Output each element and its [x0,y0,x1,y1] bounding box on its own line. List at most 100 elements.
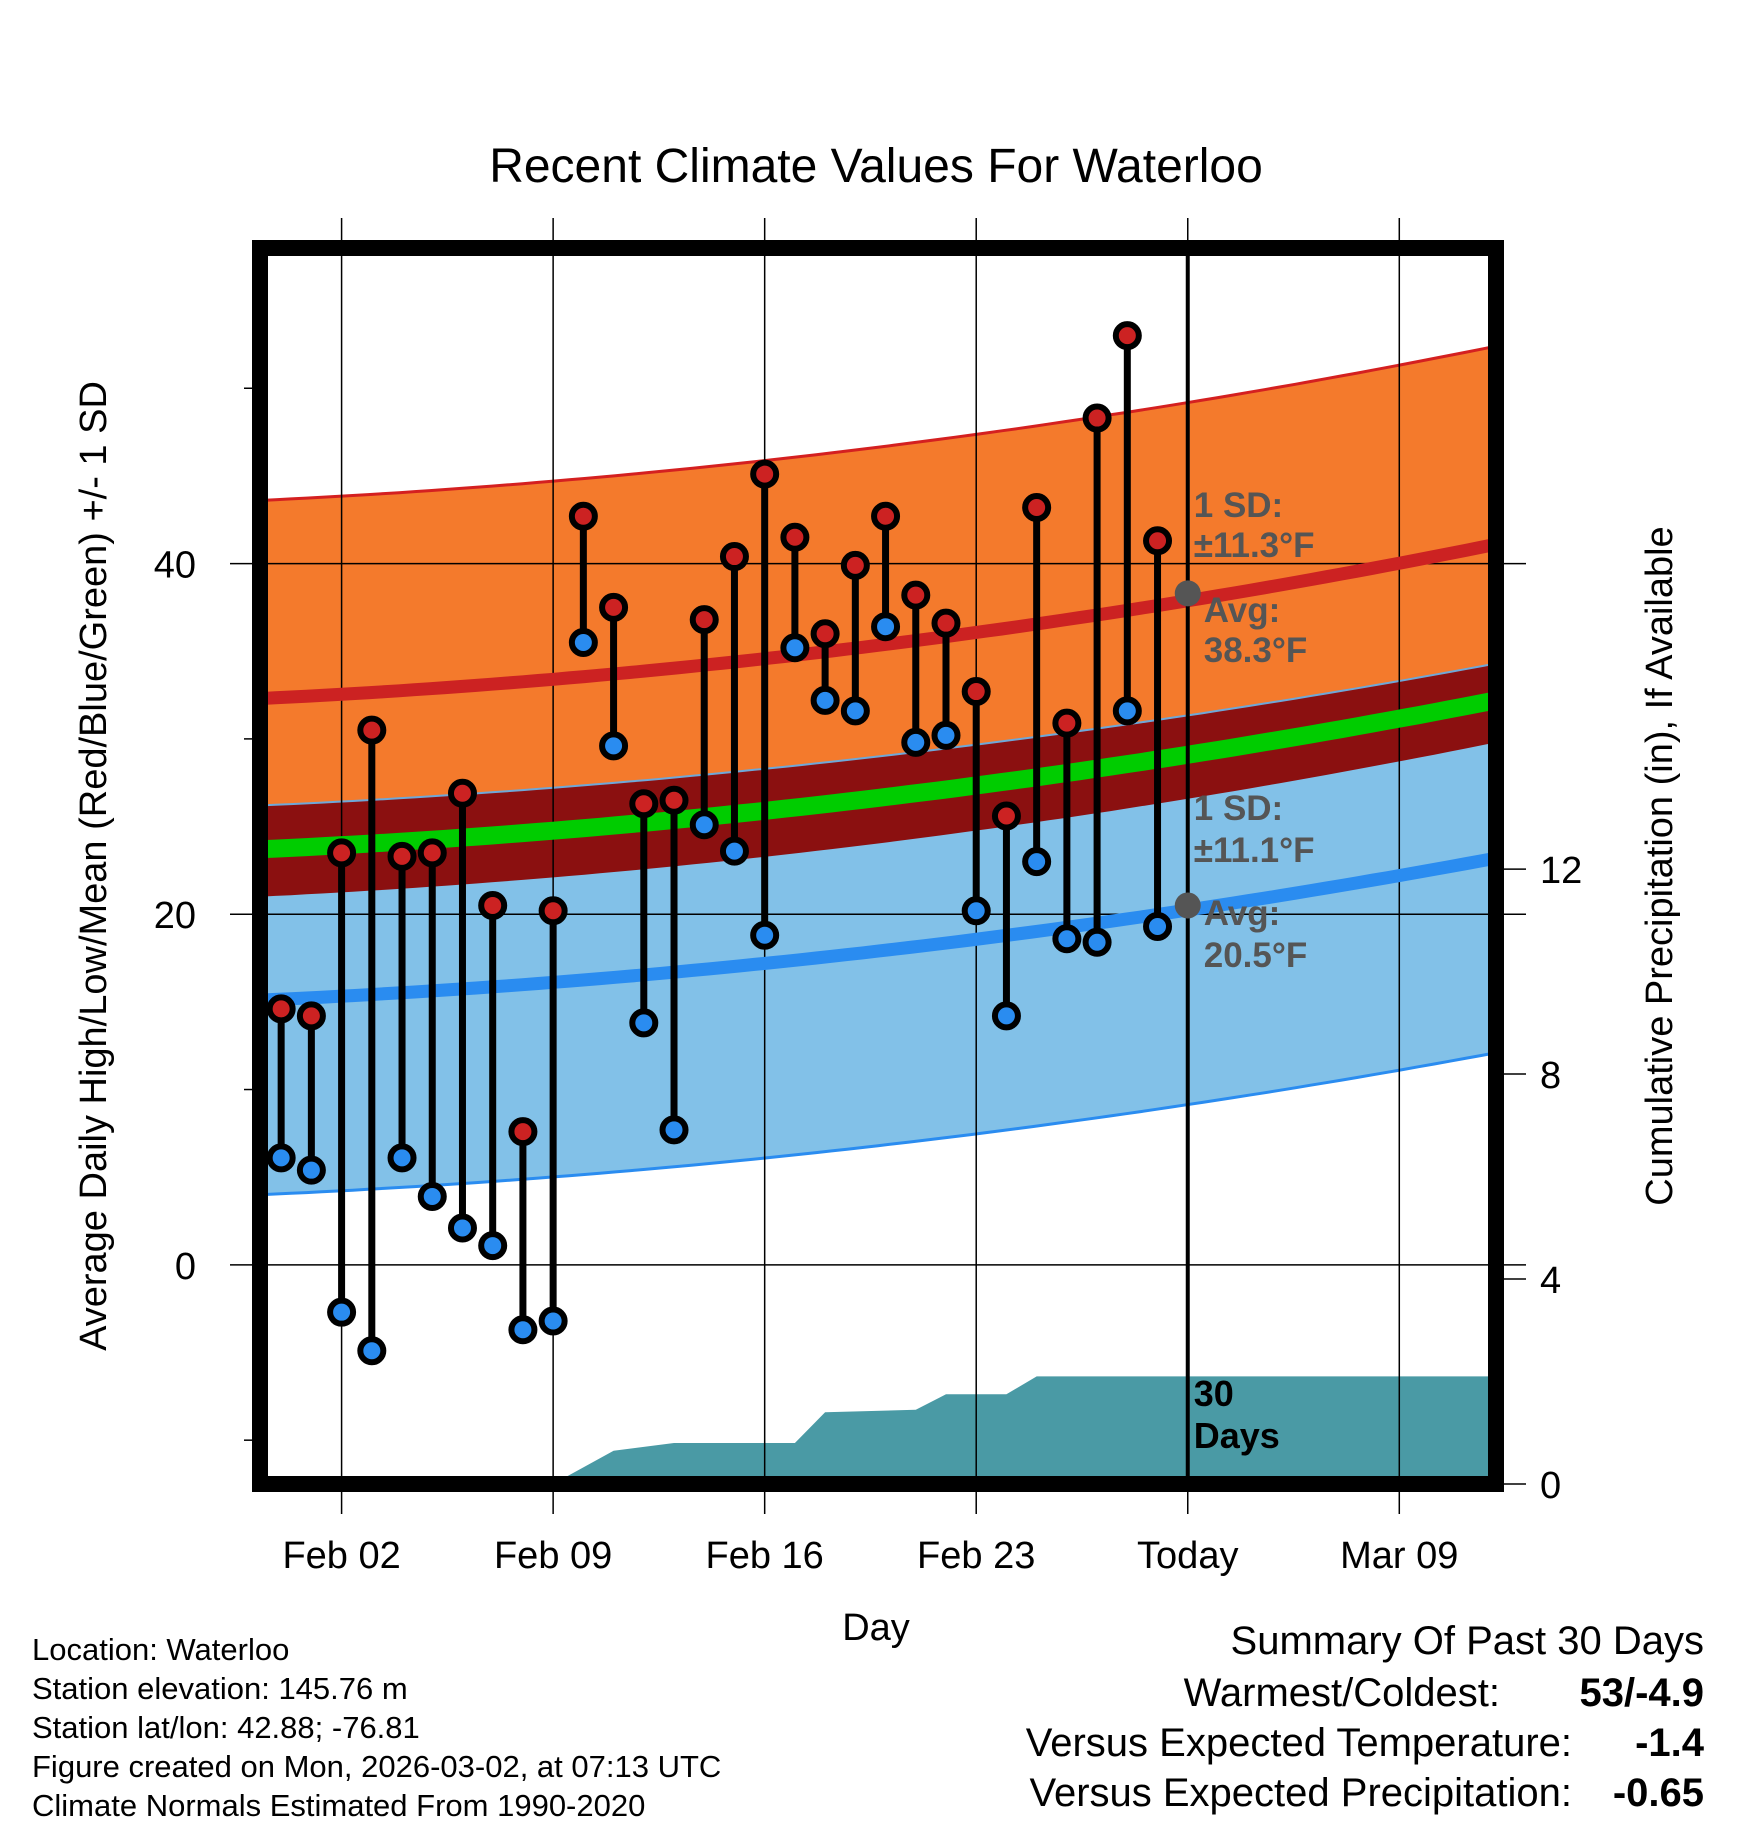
low-sd-value: ±11.1°F [1194,831,1315,870]
x-tick-label: Feb 09 [494,1535,612,1577]
high-point [991,801,1021,831]
high-point [931,608,961,638]
high-point [629,789,659,819]
x-tick-label: Feb 16 [706,1535,824,1577]
high-point [538,896,568,926]
high-point [417,838,447,868]
low-point [991,1001,1021,1031]
low-point [810,685,840,715]
low-avg-label: Avg: [1204,894,1280,933]
x-tick-label: Feb 23 [917,1535,1035,1577]
low-point [931,720,961,750]
high-point [568,501,598,531]
high-point [1022,492,1052,522]
low-point [1082,927,1112,957]
low-point [629,1008,659,1038]
axes: Feb 02 Feb 09 Feb 16 Feb 23 Today Mar 0902040… [154,387,1582,1577]
high-point [840,550,870,580]
today-layer [1174,248,1201,1484]
y-axis-label-left: Average Daily High/Low/Mean (Red/Blue/Gr… [73,381,115,1351]
info-created: Figure created on Mon, 2026-03-02, at 07… [32,1749,721,1784]
daily-observations [266,321,1173,1366]
high-point [780,522,810,552]
low-point [1112,696,1142,726]
plot-frame [252,240,1504,1492]
high-point [508,1117,538,1147]
y-tick-label-left: 0 [175,1246,196,1288]
precip-period-line2: Days [1194,1415,1280,1456]
high-point [1143,526,1173,556]
low-avg-value: 20.5°F [1204,936,1308,975]
normal-bands [260,344,1496,1197]
y-tick-label-left: 20 [154,895,196,937]
low-point [961,896,991,926]
low-point [538,1306,568,1336]
low-point [689,810,719,840]
summary-warmest-value: 53/-4.9 [1579,1671,1704,1715]
low-point [659,1115,689,1145]
high-point [357,715,387,745]
high-point [689,605,719,635]
station-info: Location: Waterloo Station elevation: 14… [32,1632,721,1823]
high-point [1082,403,1112,433]
low-point [750,920,780,950]
summary-title: Summary Of Past 30 Days [1231,1619,1704,1663]
info-elevation: Station elevation: 145.76 m [32,1671,408,1706]
low-point [1143,911,1173,941]
high-point [659,785,689,815]
precip-period-line1: 30 [1194,1373,1234,1414]
x-tick-label: Mar 09 [1340,1535,1458,1577]
info-normals: Climate Normals Estimated From 1990-2020 [32,1788,645,1823]
low-point [327,1297,357,1327]
x-tick-label: Feb 02 [282,1535,400,1577]
low-sd-label: 1 SD: [1194,789,1283,828]
summary-precip-value: -0.65 [1613,1771,1704,1815]
high-avg-value: 38.3°F [1204,631,1308,670]
summary-temp-label: Versus Expected Temperature: [1026,1721,1572,1765]
high-point [599,592,629,622]
low-point [568,627,598,657]
summary-warmest-label: Warmest/Coldest: [1184,1671,1500,1715]
info-latlon: Station lat/lon: 42.88; -76.81 [32,1710,420,1745]
low-point [780,633,810,663]
high-point [901,580,931,610]
today-low-avg-marker [1174,892,1201,919]
high-sd-upper-line [260,344,1496,502]
high-point [478,890,508,920]
low-point [357,1336,387,1366]
high-point [1112,321,1142,351]
chart-title: Recent Climate Values For Waterloo [489,140,1263,193]
high-point [447,778,477,808]
low-point [296,1155,326,1185]
normal-high-line [260,537,1496,706]
low-point [417,1181,447,1211]
y-axis-label-right: Cumulative Precipitation (in), If Availa… [1639,526,1681,1205]
high-point [1052,708,1082,738]
x-tick-label: Today [1137,1535,1238,1577]
high-point [810,619,840,649]
info-location: Location: Waterloo [32,1632,289,1667]
low-point [599,731,629,761]
low-point [1022,847,1052,877]
low-point [447,1213,477,1243]
summary-panel: Summary Of Past 30 Days Warmest/Coldest:… [1026,1619,1705,1815]
high-point [871,501,901,531]
today-high-avg-marker [1174,580,1201,607]
low-point [266,1143,296,1173]
summary-temp-value: -1.4 [1635,1721,1705,1765]
high-sd-value: ±11.3°F [1194,526,1315,565]
low-point [478,1231,508,1261]
low-point [508,1315,538,1345]
low-point [719,836,749,866]
y-tick-label-right: 8 [1540,1055,1561,1097]
low-point [387,1143,417,1173]
low-point [871,612,901,642]
low-point [1052,924,1082,954]
high-point [719,542,749,572]
summary-precip-label: Versus Expected Precipitation: [1029,1771,1572,1815]
high-sd-label: 1 SD: [1194,486,1283,525]
low-point [901,727,931,757]
high-point [327,838,357,868]
